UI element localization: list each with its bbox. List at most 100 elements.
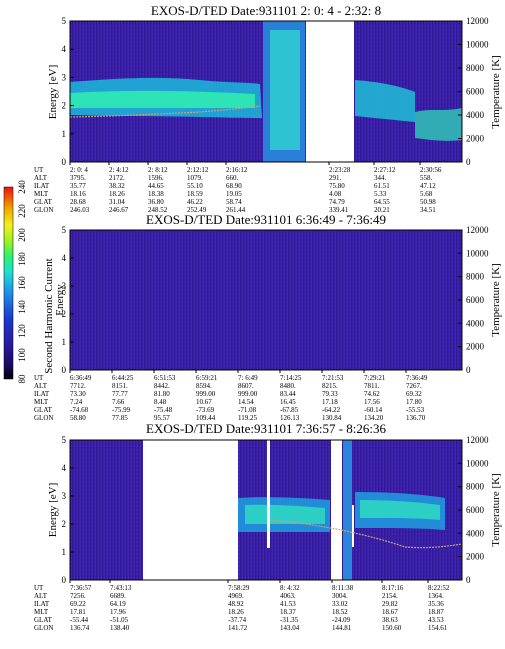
panel-1-y2-ticks: 0 2000 4000 6000 8000 10000 12000 bbox=[458, 16, 489, 167]
orbit-cell: 154.61 bbox=[428, 624, 448, 632]
orbit-cell: 252.49 bbox=[187, 206, 207, 214]
orbit-cell: 17.56 bbox=[364, 398, 380, 406]
orbit-cell: 8442. bbox=[154, 382, 170, 390]
y-tick-label: 2 bbox=[62, 309, 67, 319]
y-tick-label: 0 bbox=[62, 575, 67, 585]
orbit-cell: 35.77 bbox=[70, 182, 86, 190]
orbit-cell: 48.92 bbox=[228, 600, 244, 608]
orbit-cell: 6:44:25 bbox=[112, 374, 134, 382]
orbit-cell: 136.74 bbox=[70, 624, 90, 632]
panel-3-data-gap-b bbox=[331, 440, 342, 580]
orbit-cell: 2172. bbox=[109, 174, 125, 182]
orbit-cell: 136.70 bbox=[406, 414, 426, 422]
orbit-cell: -67.85 bbox=[280, 406, 299, 414]
y2-tick-label: 12000 bbox=[466, 16, 489, 26]
orbit-cell: 18.16 bbox=[70, 190, 86, 198]
orbit-cell: 61.51 bbox=[374, 182, 390, 190]
orbit-cell: 7:36:49 bbox=[406, 374, 428, 382]
orbit-row-label: GLON bbox=[34, 414, 53, 422]
orbit-cell: 2: 0: 4 bbox=[70, 166, 88, 174]
orbit-cell: 8:22:52 bbox=[428, 584, 450, 592]
orbit-cell: 10.67 bbox=[196, 398, 212, 406]
colorbar-tick-label: 120 bbox=[17, 324, 27, 338]
orbit-cell: -60.14 bbox=[364, 406, 383, 414]
orbit-cell: 5.33 bbox=[374, 190, 387, 198]
y-tick-label: 1 bbox=[62, 129, 67, 139]
orbit-row-label: ILAT bbox=[34, 600, 50, 608]
orbit-cell: -31.35 bbox=[280, 616, 299, 624]
orbit-cell: 2:30:56 bbox=[420, 166, 442, 174]
colorbar-tick-label: 160 bbox=[17, 276, 27, 290]
y-tick-label: 3 bbox=[62, 72, 67, 82]
y2-tick-label: 0 bbox=[466, 157, 471, 167]
orbit-cell: 75.80 bbox=[329, 182, 345, 190]
y-tick-label: 4 bbox=[62, 253, 67, 263]
orbit-cell: 2:23:28 bbox=[329, 166, 351, 174]
orbit-row-label: ALT bbox=[34, 174, 48, 182]
orbit-cell: -75.99 bbox=[112, 406, 131, 414]
panel-3-y2label: Temperature [K] bbox=[490, 473, 502, 546]
y-tick-label: 3 bbox=[62, 491, 67, 501]
panel-3-white-line-b bbox=[352, 505, 354, 547]
panel-3-temperature-trace bbox=[269, 519, 463, 549]
orbit-cell: 344. bbox=[374, 174, 387, 182]
orbit-cell: 18.52 bbox=[332, 608, 348, 616]
orbit-cell: 69.32 bbox=[406, 390, 422, 398]
panel-3-spike bbox=[343, 440, 352, 580]
orbit-cell: -64.22 bbox=[322, 406, 341, 414]
panel-1-y-ticks: 0 1 2 3 4 5 bbox=[62, 16, 74, 167]
orbit-cell: 77.77 bbox=[112, 390, 128, 398]
orbit-cell: 14.54 bbox=[238, 398, 254, 406]
colorbar-tick-label: 140 bbox=[17, 300, 27, 314]
orbit-cell: 8480. bbox=[280, 382, 296, 390]
orbit-cell: 31.04 bbox=[109, 198, 125, 206]
colorbar-tick-label: 240 bbox=[17, 180, 27, 194]
orbit-row-label: GLON bbox=[34, 206, 53, 214]
orbit-cell: 50.98 bbox=[420, 198, 436, 206]
y2-tick-label: 12000 bbox=[466, 225, 489, 235]
orbit-cell: 6:59:21 bbox=[196, 374, 218, 382]
orbit-cell: 7.24 bbox=[70, 398, 83, 406]
orbit-cell: 7256. bbox=[70, 592, 86, 600]
orbit-cell: 77.85 bbox=[112, 414, 128, 422]
orbit-cell: 16.45 bbox=[280, 398, 296, 406]
orbit-cell: 261.44 bbox=[226, 206, 246, 214]
orbit-cell: 41.53 bbox=[280, 600, 296, 608]
orbit-cell: -74.68 bbox=[70, 406, 89, 414]
orbit-cell: 18.87 bbox=[428, 608, 444, 616]
orbit-cell: 7:14:25 bbox=[280, 374, 302, 382]
orbit-cell: 5.68 bbox=[420, 190, 433, 198]
orbit-cell: 34.51 bbox=[420, 206, 436, 214]
y2-tick-label: 6000 bbox=[466, 87, 485, 97]
orbit-cell: 95.57 bbox=[154, 414, 170, 422]
y-tick-label: 4 bbox=[62, 463, 67, 473]
panel-1-energy-band-right bbox=[355, 80, 415, 122]
orbit-cell: 7: 6:49 bbox=[238, 374, 258, 382]
orbit-cell: 4969. bbox=[228, 592, 244, 600]
y-tick-label: 0 bbox=[62, 365, 67, 375]
orbit-cell: -37.74 bbox=[228, 616, 247, 624]
orbit-cell: 47.12 bbox=[420, 182, 436, 190]
orbit-cell: 7:36:57 bbox=[70, 584, 92, 592]
orbit-cell: 46.22 bbox=[187, 198, 203, 206]
orbit-row-label: ALT bbox=[34, 382, 48, 390]
orbit-cell: 109.44 bbox=[196, 414, 216, 422]
panel-3-title: EXOS-D/TED Date:931101 7:36:57 - 8:26:36 bbox=[146, 421, 386, 436]
orbit-row-label: MLT bbox=[34, 398, 49, 406]
colorbar-tick-label: 80 bbox=[17, 374, 27, 384]
orbit-cell: 58.80 bbox=[70, 414, 86, 422]
orbit-cell: 73.30 bbox=[70, 390, 86, 398]
orbit-cell: 17.80 bbox=[406, 398, 422, 406]
orbit-cell: 150.60 bbox=[382, 624, 402, 632]
orbit-row-label: UT bbox=[34, 584, 44, 592]
panel-2-plot bbox=[69, 229, 463, 371]
orbit-cell: -75.48 bbox=[154, 406, 173, 414]
panel-2-y2label: Temperature [K] bbox=[490, 263, 502, 336]
orbit-cell: 8.48 bbox=[154, 398, 167, 406]
orbit-cell: 2: 8:12 bbox=[148, 166, 168, 174]
orbit-cell: 19.05 bbox=[226, 190, 242, 198]
y2-tick-label: 6000 bbox=[466, 295, 485, 305]
orbit-cell: 8: 4:32 bbox=[280, 584, 300, 592]
